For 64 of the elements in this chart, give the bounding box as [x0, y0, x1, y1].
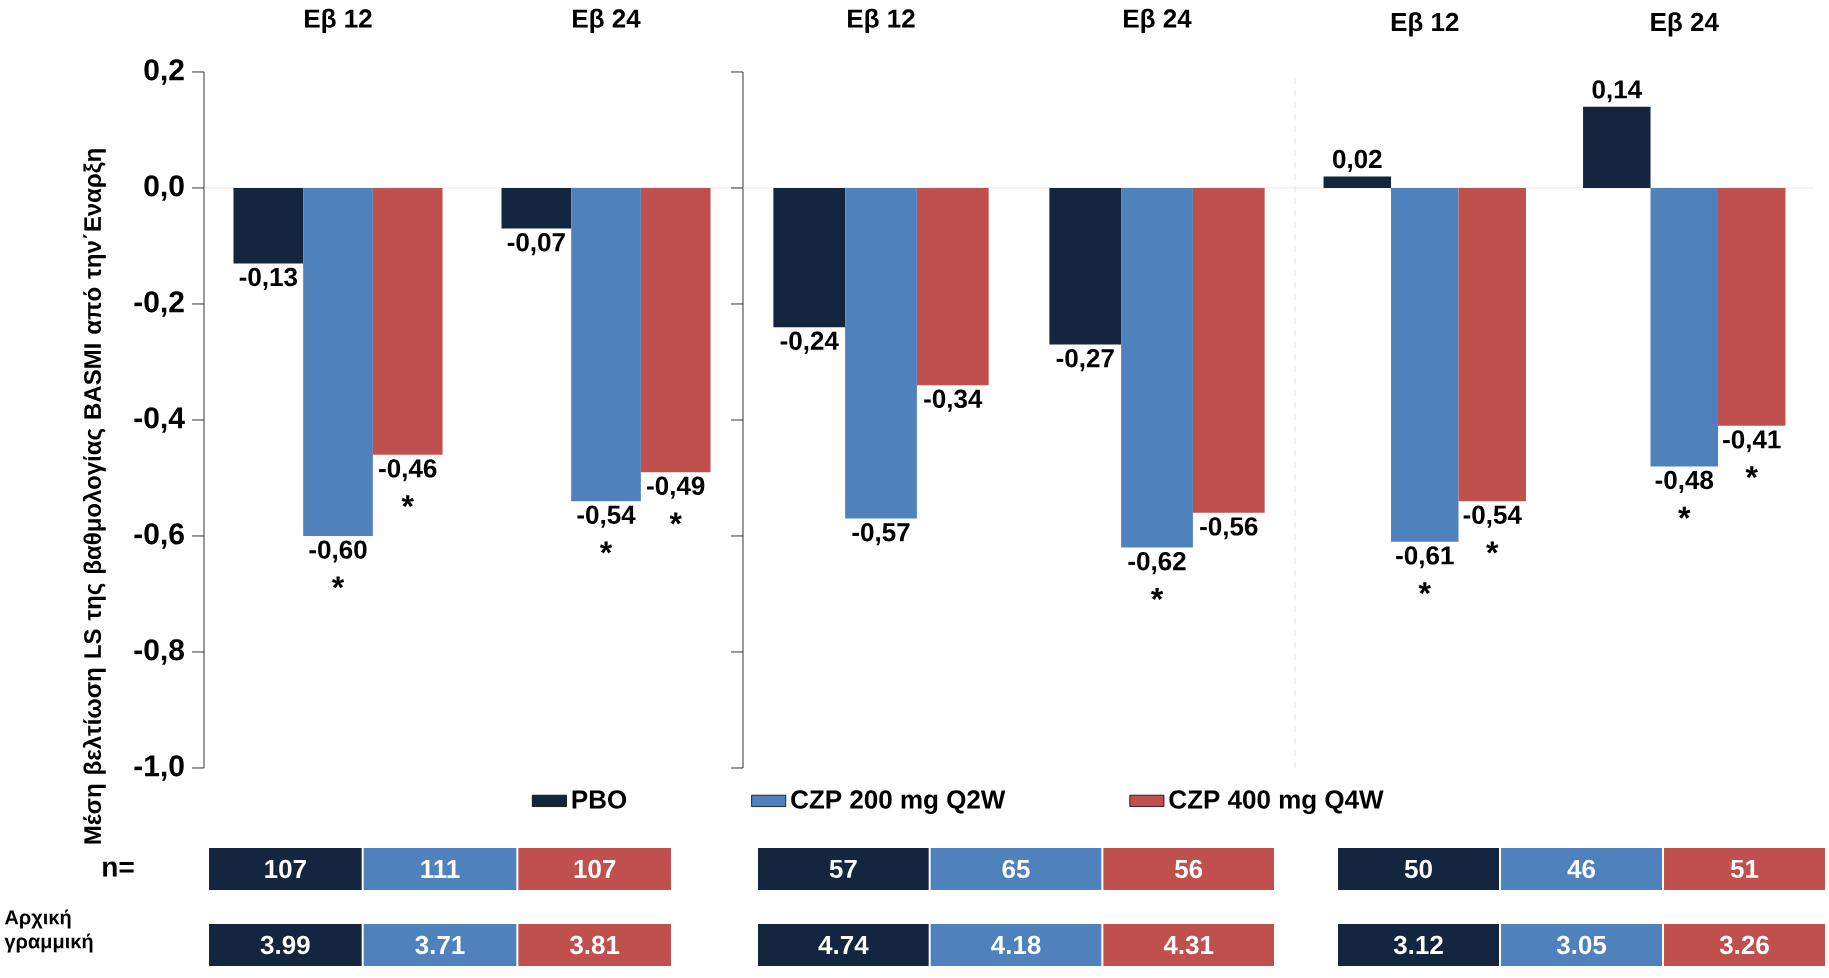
- y-tick-label: -0,8: [134, 639, 185, 665]
- annotation: *: [1745, 466, 1758, 479]
- text: 3.12: [1393, 935, 1443, 955]
- annotation: *: [1678, 506, 1691, 519]
- data-label: -0,56: [1200, 517, 1258, 540]
- data-label: -0,62: [1128, 551, 1186, 575]
- text: 50: [1404, 859, 1432, 879]
- text: 4.18: [991, 935, 1041, 955]
- data-label: -0,13: [239, 267, 298, 290]
- annotation: *: [1150, 587, 1164, 600]
- text: 46: [1567, 859, 1596, 879]
- x-tick-label: Εβ 12: [848, 8, 915, 33]
- data-label: -0,60: [309, 540, 367, 563]
- data-label: -0,07: [507, 232, 565, 256]
- text: 51: [1730, 859, 1759, 879]
- text: n=: [103, 861, 134, 877]
- y-tick-label: -1,0: [134, 755, 184, 781]
- text: 107: [574, 859, 616, 879]
- y-tick-label: -0,4: [134, 407, 185, 433]
- text: 3.71: [415, 935, 465, 955]
- text: 111: [421, 860, 460, 878]
- data-label: -0,27: [1056, 348, 1114, 372]
- text: 3.99: [260, 935, 310, 955]
- text: 4.31: [1163, 935, 1214, 955]
- annotation: *: [1486, 541, 1499, 554]
- data-label: -0,24: [780, 331, 839, 354]
- y-tick-label: -0,6: [134, 523, 184, 549]
- legend-label: CZP 400 mg Q4W: [1169, 790, 1384, 814]
- annotation: *: [401, 495, 414, 508]
- annotation: *: [331, 576, 345, 589]
- text: 4.74: [818, 936, 869, 954]
- legend-label: PBO: [572, 790, 627, 809]
- data-label: -0,34: [924, 389, 983, 412]
- text: 3.81: [569, 935, 620, 955]
- y-tick-label: -0,2: [134, 291, 184, 317]
- x-tick-label: Εβ 12: [305, 8, 372, 33]
- x-tick-label: Εβ 24: [1124, 8, 1192, 33]
- data-label: -0,41: [1723, 430, 1781, 453]
- legend-label: CZP 200 mg Q2W: [791, 790, 1006, 814]
- text: 3.05: [1556, 935, 1607, 955]
- data-label: -0,57: [852, 522, 910, 546]
- text: 3.26: [1719, 935, 1769, 955]
- y-tick-label: 0,2: [144, 59, 184, 85]
- data-label: -0,61: [1396, 546, 1454, 569]
- x-tick-label: Εβ 12: [1391, 12, 1459, 37]
- y-tick-label: 0,0: [144, 175, 184, 201]
- text: Αρχική γραμμική: [4, 909, 93, 953]
- data-label: -0,49: [647, 476, 705, 499]
- data-label: -0,54: [577, 505, 636, 528]
- data-label: -0,46: [379, 459, 437, 482]
- x-tick-label: Εβ 24: [573, 8, 641, 33]
- data-label: -0,48: [1655, 470, 1714, 493]
- text: 56: [1175, 859, 1203, 879]
- data-label: 0,02: [1333, 149, 1382, 172]
- y-axis-title: Μέση βελτίωση LS της βαθμολογίας BASMI από την΄Εναρξη: [82, 149, 106, 844]
- text: 65: [1002, 859, 1030, 879]
- text: 107: [265, 859, 306, 879]
- x-tick-label: Εβ 24: [1651, 12, 1719, 37]
- annotation: *: [599, 541, 613, 554]
- annotation: *: [1418, 582, 1431, 595]
- data-label: 0,14: [1592, 80, 1642, 103]
- data-label: -0,54: [1463, 505, 1522, 528]
- annotation: *: [669, 512, 682, 525]
- text: 57: [829, 859, 857, 879]
